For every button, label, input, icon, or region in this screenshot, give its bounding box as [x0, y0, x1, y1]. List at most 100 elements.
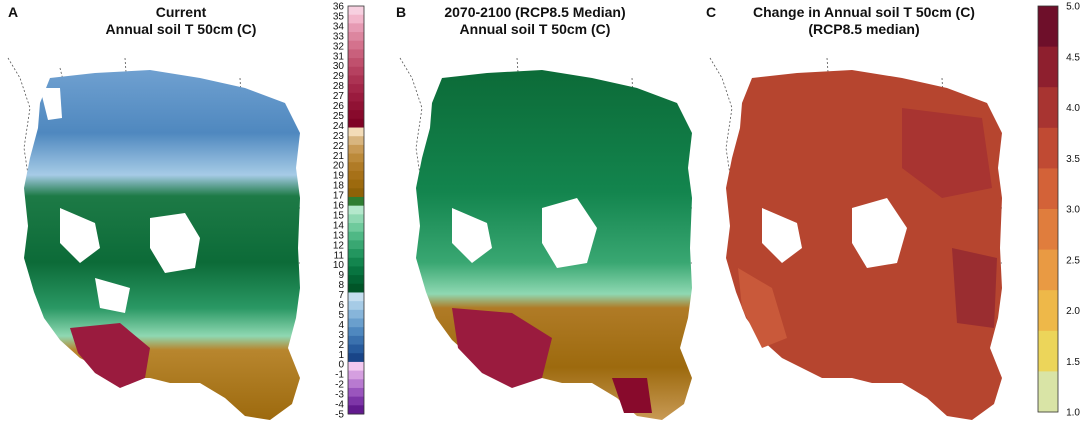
colorbar-tick-label: 27: [333, 91, 345, 102]
colorbar-swatch: [348, 101, 364, 111]
colorbar-swatch: [348, 40, 364, 50]
colorbar-swatch: [348, 283, 364, 293]
white-gap-west: [762, 208, 802, 263]
colorbar-swatch: [1038, 330, 1058, 372]
colorbar-tick-label: 2.0: [1066, 306, 1080, 317]
colorbar-tick-label: 18: [333, 181, 345, 192]
hot-southwest-region: [452, 308, 552, 388]
colorbar-tick-label: 20: [333, 161, 345, 172]
panel-b-title-line2: Annual soil T 50cm (C): [459, 21, 611, 37]
map-change-soil-temperature: [709, 57, 1003, 420]
warm-patch-plains: [952, 248, 997, 328]
colorbar-tick-label: 23: [333, 131, 345, 142]
colorbar-tick-label: 5.0: [1066, 2, 1080, 13]
colorbar-swatch: [1038, 127, 1058, 169]
colorbar-tick-label: 9: [338, 270, 344, 281]
colorbar-tick-label: 30: [333, 61, 345, 72]
colorbar-swatch: [348, 318, 364, 328]
colorbar-tick-label: -5: [335, 410, 344, 421]
colorbar-swatch: [348, 162, 364, 172]
colorbar-swatch: [1038, 168, 1058, 210]
colorbar-tick-label: 28: [333, 81, 345, 92]
colorbar-tick-label: 24: [333, 121, 345, 132]
colorbar-change-swatches: [1037, 5, 1059, 413]
colorbar-tick-label: 19: [333, 171, 345, 182]
panel-a-title: Current Annual soil T 50cm (C): [66, 4, 296, 38]
colorbar-tick-label: -2: [335, 380, 344, 391]
panel-c-title-line1: Change in Annual soil T 50cm (C): [753, 4, 975, 20]
colorbar-tick-label: 4: [338, 320, 344, 331]
panel-b-title: 2070-2100 (RCP8.5 Median) Annual soil T …: [410, 4, 660, 38]
colorbar-tick-label: 1.5: [1066, 357, 1080, 368]
colorbar-tick-label: 8: [338, 280, 344, 291]
colorbar-swatch: [348, 196, 364, 207]
hot-texas-region: [612, 378, 652, 413]
colorbar-tick-label: 1.0: [1066, 408, 1080, 419]
colorbar-swatch: [348, 240, 364, 250]
warm-patch-east: [902, 108, 992, 198]
colorbar-change-ticks: 5.0 4.5 4.0 3.5 3.0 2.5 2.0 1.5 1.0: [1066, 2, 1080, 419]
colorbar-swatch: [348, 170, 364, 181]
colorbar-swatch: [348, 205, 364, 215]
colorbar-swatch: [348, 92, 364, 102]
colorbar-border: [347, 5, 365, 415]
white-gap-center: [150, 213, 200, 273]
colorbar-tick-label: 4.5: [1066, 52, 1080, 63]
panel-c-title: Change in Annual soil T 50cm (C) (RCP8.5…: [724, 4, 1004, 38]
colorbar-tick-label: 21: [333, 151, 345, 162]
colorbar-tick-label: 15: [333, 210, 345, 221]
colorbar-swatch: [348, 136, 364, 146]
colorbar-temperature-swatches: [347, 5, 365, 415]
colorbar-swatch: [1038, 249, 1058, 291]
colorbar-swatch: [348, 301, 364, 311]
colorbar-swatch: [348, 66, 364, 76]
colorbar-tick-label: -3: [335, 390, 344, 401]
colorbar-tick-label: 17: [333, 191, 345, 202]
colorbar-swatch: [348, 266, 364, 276]
colorbar-swatch: [348, 144, 364, 155]
colorbar-tick-label: 16: [333, 201, 345, 212]
colorbar-swatch: [348, 231, 364, 241]
colorbar-tick-label: 2.5: [1066, 255, 1080, 266]
colorbar-swatch: [348, 6, 364, 16]
colorbar-swatch: [1038, 371, 1058, 413]
white-gap-west: [452, 208, 492, 263]
colorbar-tick-label: 33: [333, 31, 345, 42]
colorbar-swatch: [348, 396, 364, 406]
colorbar-swatch: [348, 58, 364, 68]
white-gap-west: [60, 208, 100, 263]
white-gap-south: [95, 278, 130, 313]
colorbar-swatch: [348, 257, 364, 267]
colorbar-tick-label: 12: [333, 240, 345, 251]
colorbar-swatch: [348, 84, 364, 94]
colorbar-tick-label: 4.0: [1066, 103, 1080, 114]
colorbar-tick-label: 3: [338, 330, 344, 341]
colorbar-tick-label: 22: [333, 141, 345, 152]
colorbar-temperature: 3635343332313029282726252423222120191817…: [333, 2, 365, 421]
colorbar-tick-label: 32: [333, 41, 345, 52]
colorbar-tick-label: 36: [333, 2, 345, 13]
colorbar-swatch: [348, 309, 364, 320]
colorbar-tick-label: 13: [333, 230, 345, 241]
colorbar-swatch: [348, 223, 364, 233]
colorbar-swatch: [1038, 209, 1058, 251]
colorbar-swatch: [348, 110, 364, 120]
colorbar-swatch: [348, 179, 364, 189]
colorbar-change: 5.0 4.5 4.0 3.5 3.0 2.5 2.0 1.5 1.0: [1037, 2, 1080, 419]
panel-a-title-line2: Annual soil T 50cm (C): [105, 21, 257, 37]
map-future-soil-temperature: [399, 57, 693, 420]
colorbar-swatch: [348, 387, 364, 398]
colorbar-tick-label: 1: [338, 350, 344, 361]
colorbar-tick-label: 10: [333, 260, 345, 271]
colorbar-tick-label: 6: [338, 300, 344, 311]
panel-b-letter: B: [396, 4, 407, 20]
colorbar-tick-label: 29: [333, 71, 345, 82]
panel-a-title-line1: Current: [155, 4, 207, 20]
colorbar-swatch: [348, 370, 364, 380]
colorbar-tick-label: 14: [333, 220, 345, 231]
colorbar-swatch: [348, 214, 364, 224]
colorbar-swatch: [348, 23, 364, 33]
colorbar-swatch: [348, 32, 364, 42]
colorbar-tick-label: 35: [333, 11, 345, 22]
